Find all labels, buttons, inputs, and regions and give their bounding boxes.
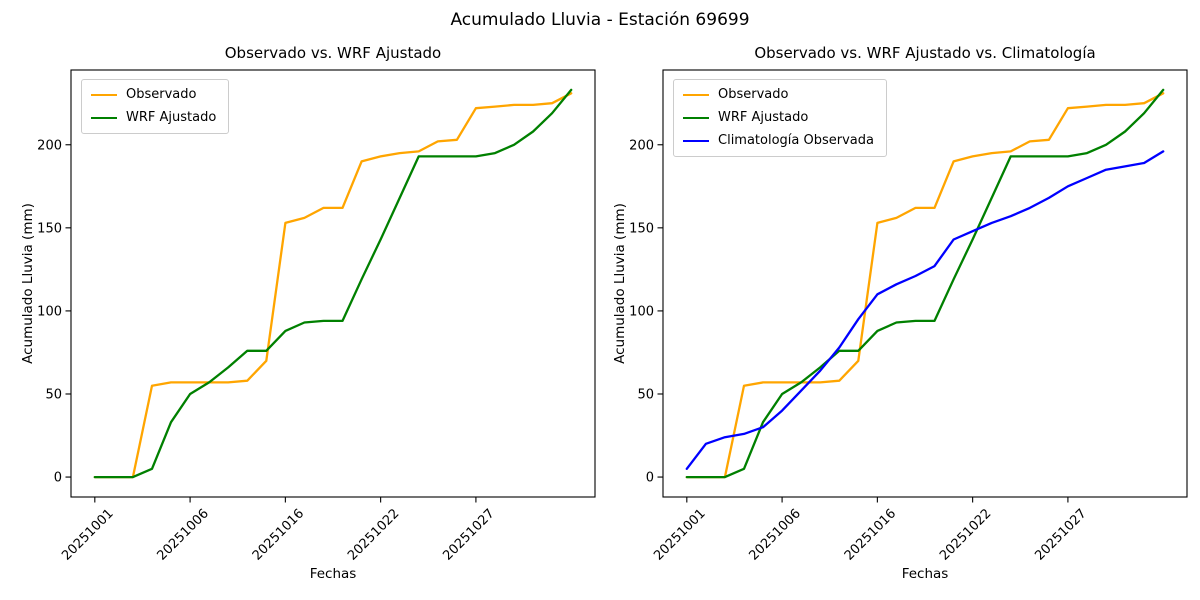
wrf-ajustado-line-swatch-icon: [91, 116, 117, 120]
left-x-axis-label: Fechas: [309, 566, 357, 582]
right-plot-frame: [662, 69, 1188, 498]
legend-entry-wrf-ajustado: WRF Ajustado: [683, 110, 874, 126]
right-chart-legend: Observado WRF Ajustado Climatología Observ…: [673, 79, 887, 157]
left-plot-axes: 20251001 20251006 20251016 20251022 20251027…: [37, 69, 596, 564]
x-tick-label: 20251027: [1032, 506, 1089, 563]
figure-title: Acumulado Lluvia - Estación 69699: [450, 10, 750, 30]
x-tick-label: 20251006: [747, 506, 804, 563]
right-chart-title: Observado vs. WRF Ajustado vs. Climatolo…: [754, 44, 1096, 62]
legend-label-observado: Observado: [718, 87, 789, 102]
y-tick-label: 100: [629, 304, 654, 319]
left-plot-frame: [70, 69, 596, 498]
x-tick-label: 20251027: [440, 506, 497, 563]
x-tick-label: 20251022: [345, 506, 402, 563]
observado-line: [93, 92, 573, 479]
legend-label-climatologia-observada: Climatología Observada: [718, 133, 874, 148]
y-tick-label: 0: [646, 471, 654, 486]
x-tick-label: 20251001: [651, 506, 708, 563]
climatologia-observada-line-swatch-icon: [683, 139, 709, 143]
wrf-ajustado-line: [93, 88, 573, 479]
y-tick-label: 150: [629, 221, 654, 236]
y-tick-label: 200: [37, 138, 62, 153]
observado-line: [685, 92, 1165, 479]
y-tick-label: 50: [45, 387, 62, 402]
legend-label-wrf-ajustado: WRF Ajustado: [126, 110, 217, 125]
left-chart-legend: Observado WRF Ajustado: [81, 79, 230, 134]
wrf-ajustado-line-swatch-icon: [683, 116, 709, 120]
legend-label-wrf-ajustado: WRF Ajustado: [718, 110, 809, 125]
y-tick-label: 150: [37, 221, 62, 236]
y-tick-label: 50: [637, 387, 654, 402]
legend-entry-climatologia-observada: Climatología Observada: [683, 133, 874, 149]
observado-line-swatch-icon: [91, 93, 117, 97]
x-tick-label: 20251016: [250, 506, 307, 563]
observado-line-swatch-icon: [683, 93, 709, 97]
wrf-ajustado-line: [685, 88, 1165, 479]
legend-label-observado: Observado: [126, 87, 197, 102]
x-tick-label: 20251006: [155, 506, 212, 563]
y-tick-label: 100: [37, 304, 62, 319]
left-chart-title: Observado vs. WRF Ajustado: [224, 44, 442, 62]
right-x-axis-label: Fechas: [901, 566, 949, 582]
x-tick-label: 20251016: [842, 506, 899, 563]
x-tick-label: 20251022: [937, 506, 994, 563]
legend-entry-observado: Observado: [683, 87, 874, 103]
climatologia-observada-line: [685, 150, 1165, 470]
x-tick-label: 20251001: [59, 506, 116, 563]
y-tick-label: 200: [629, 138, 654, 153]
legend-entry-wrf-ajustado: WRF Ajustado: [91, 110, 216, 126]
legend-entry-observado: Observado: [91, 87, 216, 103]
y-tick-label: 0: [54, 471, 62, 486]
